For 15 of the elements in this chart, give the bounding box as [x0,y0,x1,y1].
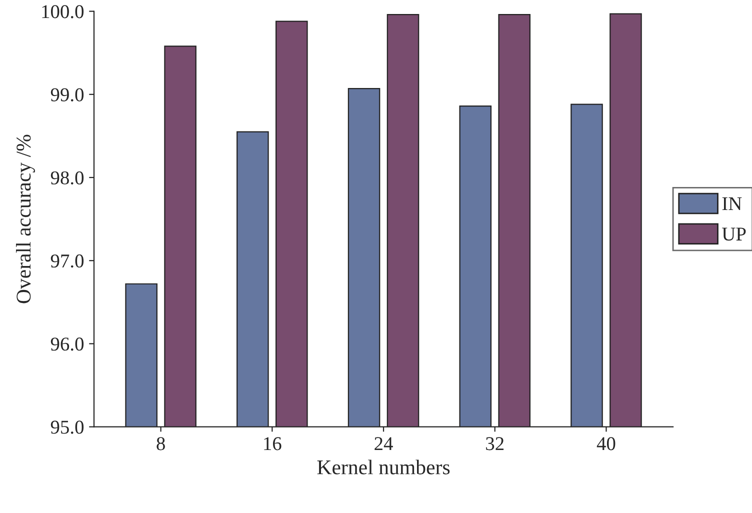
legend-label: UP [722,228,746,241]
x-tick-label: 32 [486,437,504,450]
x-tick-label: 8 [156,437,165,450]
x-tick-label: 40 [596,437,616,450]
x-tick-label: 16 [264,437,282,450]
x-tick-label: 24 [374,437,393,450]
legend-label: IN [722,197,742,210]
y-tick-label: 98.0 [50,171,84,185]
y-tick-label: 100.0 [42,5,84,18]
y-tick-label: 96.0 [50,338,84,351]
y-tick-label: 99.0 [50,88,84,102]
y-axis-title: Overall accuracy /% [16,134,35,304]
x-axis-title: Kernel numbers [317,460,450,474]
y-tick-label: 95.0 [50,420,84,434]
y-tick-label: 97.0 [50,254,84,268]
